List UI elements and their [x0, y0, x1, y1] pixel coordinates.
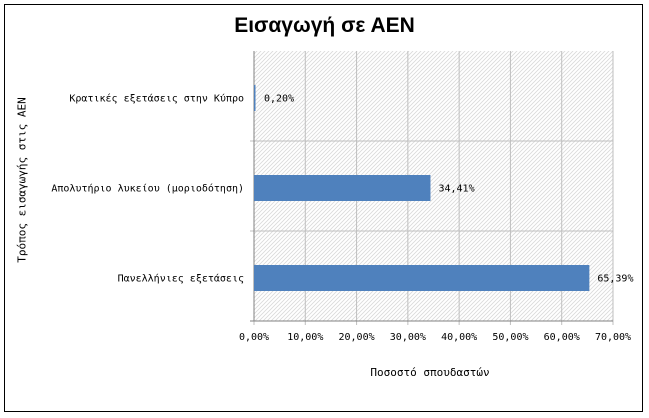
x-axis-label: Ποσοστό σπουδαστών [370, 366, 490, 379]
bar [254, 265, 590, 291]
bar [254, 175, 431, 201]
x-tick-label: 40,00% [441, 332, 477, 343]
x-tick-label: 20,00% [339, 332, 375, 343]
category-label: Απολυτήριο λυκείου (μοριοδότηση) [51, 183, 244, 195]
chart-title: Εισαγωγή σε ΑΕΝ [234, 14, 415, 37]
data-label: 65,39% [597, 274, 633, 285]
x-tick-label: 50,00% [492, 332, 528, 343]
data-label: 0,20% [264, 94, 294, 105]
category-label: Πανελλήνιες εξετάσεις [118, 273, 244, 285]
bar [254, 85, 256, 111]
x-tick-label: 10,00% [287, 332, 323, 343]
x-tick-label: 70,00% [595, 332, 631, 343]
x-tick-label: 0,00% [239, 332, 269, 343]
category-label: Κρατικές εξετάσεις στην Κύπρο [69, 93, 244, 105]
data-label: 34,41% [438, 184, 474, 195]
x-tick-label: 60,00% [544, 332, 580, 343]
x-tick-label: 30,00% [390, 332, 426, 343]
